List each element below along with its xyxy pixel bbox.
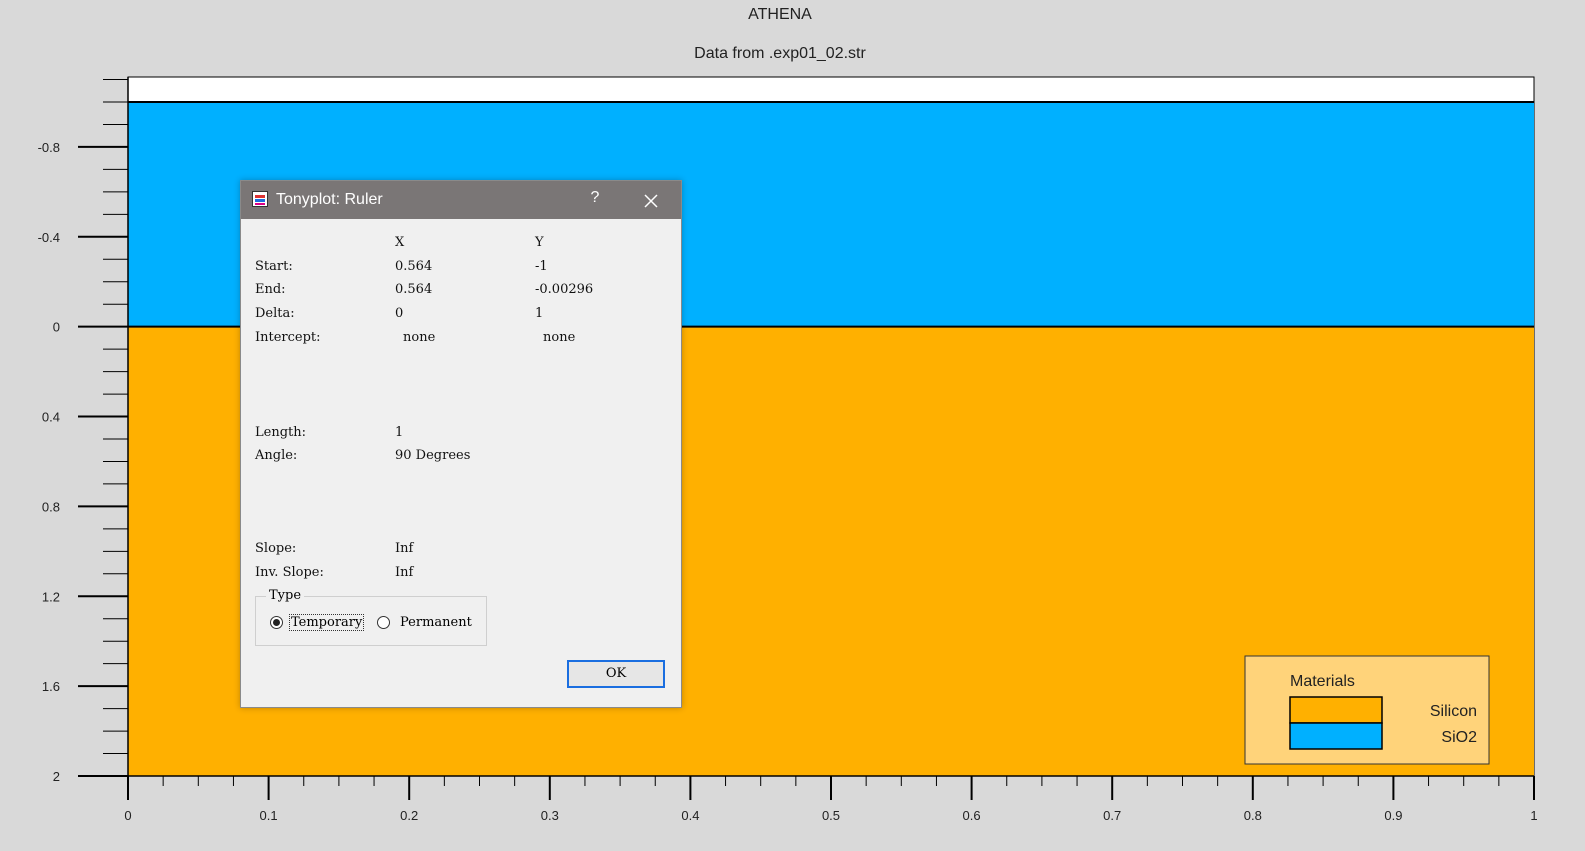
y-tick-label: 2 [53, 769, 60, 784]
y-tick-label: -0.4 [38, 230, 60, 245]
delta-label: Delta: [255, 306, 295, 321]
y-tick-label: 1.2 [42, 589, 60, 604]
plot-title: ATHENA [748, 6, 812, 23]
intercept-x-value: none [403, 330, 436, 345]
dialog-title: Tonyplot: Ruler [276, 191, 383, 208]
inv-slope-value: Inf [395, 565, 414, 580]
y-tick-label: -0.8 [38, 140, 60, 155]
delta-x-value: 0 [395, 306, 404, 321]
temporary-radio[interactable] [270, 616, 283, 629]
angle-value: 90 Degrees [395, 448, 471, 463]
x-tick-label: 0.1 [260, 808, 278, 823]
help-button[interactable]: ? [590, 189, 600, 206]
intercept-label: Intercept: [255, 330, 321, 345]
x-tick-label: 0.2 [400, 808, 418, 823]
column-y-header: Y [535, 235, 544, 250]
end-x-value: 0.564 [395, 282, 433, 297]
slope-value: Inf [395, 541, 414, 556]
y-tick-label: 0 [53, 320, 60, 335]
x-tick-label: 0.7 [1103, 808, 1121, 823]
plot-subtitle: Data from .exp01_02.str [694, 45, 866, 62]
y-tick-label: 0.4 [42, 410, 60, 425]
column-x-header: X [395, 235, 405, 250]
legend-label-silicon: Silicon [1430, 703, 1477, 720]
start-y-value: -1 [535, 259, 548, 274]
x-tick-label: 0.6 [963, 808, 981, 823]
temporary-radio-label[interactable]: Temporary [289, 614, 365, 631]
legend-label-sio2: SiO2 [1441, 729, 1477, 746]
x-tick-label: 0.9 [1384, 808, 1402, 823]
legend-swatch-sio2 [1289, 722, 1383, 750]
inv-slope-label: Inv. Slope: [255, 565, 324, 580]
slope-label: Slope: [255, 541, 297, 556]
close-icon [644, 194, 658, 208]
length-label: Length: [255, 425, 306, 440]
permanent-radio-label[interactable]: Permanent [400, 615, 472, 630]
end-label: End: [255, 282, 286, 297]
permanent-radio[interactable] [377, 616, 390, 629]
intercept-y-value: none [543, 330, 576, 345]
angle-label: Angle: [255, 448, 298, 463]
y-tick-label: 1.6 [42, 679, 60, 694]
start-label: Start: [255, 259, 293, 274]
type-groupbox: Type Temporary Permanent [255, 588, 487, 646]
ok-button[interactable]: OK [567, 660, 665, 688]
x-tick-label: 0 [124, 808, 131, 823]
start-x-value: 0.564 [395, 259, 433, 274]
ruler-dialog[interactable]: Tonyplot: Ruler ? X Y Start: 0.564 -1 En… [240, 180, 682, 708]
x-tick-label: 0.3 [541, 808, 559, 823]
x-tick-label: 1 [1530, 808, 1537, 823]
x-tick-label: 0.8 [1244, 808, 1262, 823]
x-tick-label: 0.5 [822, 808, 840, 823]
x-tick-label: 0.4 [681, 808, 699, 823]
y-tick-label: 0.8 [42, 499, 60, 514]
tonyplot-app-icon [252, 191, 268, 207]
type-group-label: Type [266, 588, 305, 603]
length-value: 1 [395, 425, 404, 440]
close-button[interactable] [639, 187, 663, 213]
end-y-value: -0.00296 [535, 282, 594, 297]
legend-title: Materials [1290, 673, 1355, 690]
dialog-titlebar[interactable]: Tonyplot: Ruler ? [241, 181, 681, 219]
legend-swatch-silicon [1289, 696, 1383, 724]
delta-y-value: 1 [535, 306, 544, 321]
